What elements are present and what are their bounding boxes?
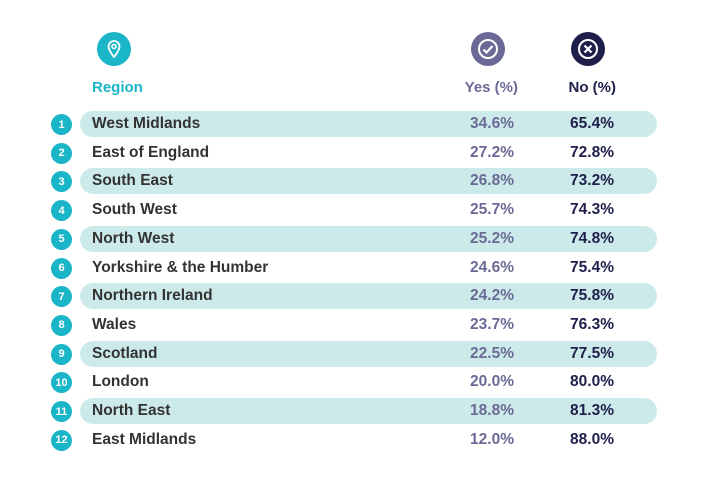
no-value: 77.5% — [570, 344, 614, 362]
region-name: East Midlands — [92, 430, 197, 448]
row-band — [80, 225, 657, 252]
row-band — [80, 111, 657, 137]
no-value: 72.8% — [570, 143, 614, 161]
yes-value: 25.7% — [470, 201, 514, 219]
table-row: 2 East of England 27.2% 72.8% — [0, 140, 709, 166]
rank-badge: 3 — [51, 171, 72, 193]
region-name: North East — [92, 402, 171, 419]
row-band — [80, 168, 657, 195]
rank-badge: 1 — [51, 114, 72, 135]
yes-value: 25.2% — [470, 229, 514, 247]
rank-badge: 8 — [51, 314, 72, 336]
no-value: 88.0% — [570, 430, 614, 448]
row-band — [80, 398, 657, 424]
yes-value: 12.0% — [470, 430, 514, 448]
region-name: Scotland — [92, 344, 158, 362]
table-row: 1 West Midlands 34.6% 65.4% — [0, 111, 709, 137]
table-row: 12 East Midlands 12.0% 88.0% — [0, 427, 709, 453]
table-row: 10 London 20.0% 80.0% — [0, 369, 709, 395]
rank-badge: 2 — [51, 142, 72, 164]
region-name: Yorkshire & the Humber — [92, 258, 269, 276]
rank-badge: 12 — [51, 429, 72, 451]
no-value: 75.4% — [570, 258, 614, 276]
yes-value: 26.8% — [470, 172, 514, 190]
region-name: London — [92, 373, 149, 391]
region-name: North West — [92, 229, 175, 247]
no-header: No (%) — [568, 79, 617, 96]
yes-value: 18.8% — [470, 402, 514, 419]
table-row: 3 South East 26.8% 73.2% — [0, 168, 709, 195]
table-row: 7 Northern Ireland 24.2% 75.8% — [0, 283, 709, 310]
yes-header: Yes (%) — [464, 79, 518, 96]
yes-value: 24.2% — [470, 287, 514, 305]
region-name: West Midlands — [92, 115, 201, 132]
row-band — [80, 340, 657, 367]
no-value: 65.4% — [570, 115, 614, 132]
no-value: 76.3% — [570, 315, 614, 333]
rank-badge: 7 — [51, 286, 72, 308]
rank-badge: 9 — [51, 343, 72, 365]
yes-value: 34.6% — [470, 115, 514, 132]
rank-badge: 10 — [51, 372, 72, 394]
region-name: East of England — [92, 143, 210, 161]
location-pin-icon — [97, 32, 131, 66]
yes-value: 22.5% — [470, 344, 514, 362]
no-value: 81.3% — [570, 402, 614, 419]
rank-badge: 6 — [51, 257, 72, 279]
row-band — [80, 283, 657, 310]
no-value: 74.8% — [570, 229, 614, 247]
rank-badge: 11 — [51, 401, 72, 422]
table-row: 4 South West 25.7% 74.3% — [0, 197, 709, 223]
region-name: Wales — [92, 315, 137, 333]
table-row: 11 North East 18.8% 81.3% — [0, 398, 709, 424]
region-name: South East — [92, 172, 173, 190]
check-circle-icon — [471, 32, 505, 66]
table-row: 9 Scotland 22.5% 77.5% — [0, 340, 709, 367]
yes-value: 24.6% — [470, 258, 514, 276]
table-row: 8 Wales 23.7% 76.3% — [0, 312, 709, 338]
no-value: 80.0% — [570, 373, 614, 391]
x-circle-icon — [571, 32, 605, 66]
region-header: Region — [92, 79, 143, 96]
yes-value: 23.7% — [470, 315, 514, 333]
rank-badge: 5 — [51, 228, 72, 250]
yes-value: 27.2% — [470, 143, 514, 161]
region-name: Northern Ireland — [92, 287, 213, 305]
rank-badge: 4 — [51, 200, 72, 222]
region-name: South West — [92, 201, 177, 219]
no-value: 74.3% — [570, 201, 614, 219]
table-row: 6 Yorkshire & the Humber 24.6% 75.4% — [0, 255, 709, 281]
yes-value: 20.0% — [470, 373, 514, 391]
no-value: 73.2% — [570, 172, 614, 190]
table-row: 5 North West 25.2% 74.8% — [0, 225, 709, 252]
no-value: 75.8% — [570, 287, 614, 305]
